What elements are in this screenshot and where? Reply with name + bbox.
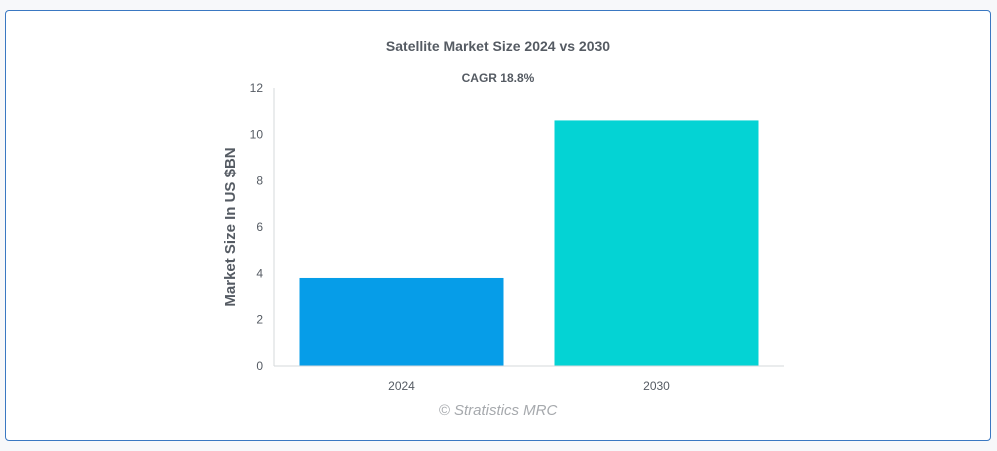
bar-chart: 0 2 4 6 8 10 12 2024 2030 Market Size In US $BN <box>222 81 784 393</box>
y-tick-label: 2 <box>256 313 263 327</box>
chart-card: Satellite Market Size 2024 vs 2030 CAGR … <box>5 10 991 441</box>
y-tick-label: 8 <box>256 174 263 188</box>
y-axis-label: Market Size In US $BN <box>222 147 239 306</box>
y-tick-label: 10 <box>250 127 264 141</box>
bar-2024 <box>299 277 504 366</box>
x-tick-label: 2030 <box>643 379 670 393</box>
y-tick-label: 6 <box>256 220 263 234</box>
watermark: © Stratistics MRC <box>438 402 558 419</box>
y-tick-label: 0 <box>256 359 263 373</box>
y-tick-label: 12 <box>250 81 264 95</box>
chart-subtitle: CAGR 18.8% <box>461 71 535 85</box>
y-tick-label: 4 <box>256 266 263 280</box>
x-tick-label: 2024 <box>388 379 415 393</box>
chart-title: Satellite Market Size 2024 vs 2030 <box>385 38 611 54</box>
bar-2030 <box>554 120 759 366</box>
